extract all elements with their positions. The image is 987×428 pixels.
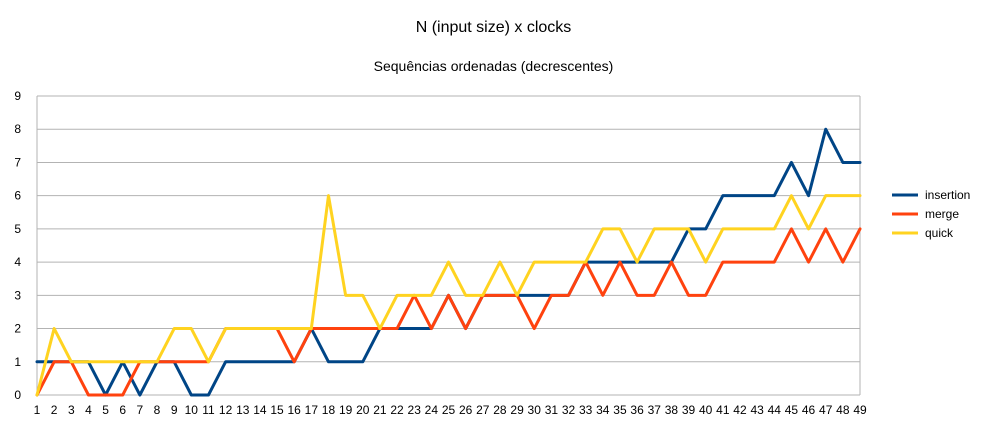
x-tick-label: 15 — [270, 403, 284, 417]
plot-frame — [36, 96, 861, 395]
series-line-merge — [35, 227, 862, 397]
x-tick-label: 38 — [665, 403, 679, 417]
x-tick-label: 25 — [442, 403, 456, 417]
x-tick-label: 36 — [630, 403, 644, 417]
x-tick-label: 7 — [137, 403, 144, 417]
x-tick-label: 33 — [579, 403, 593, 417]
x-tick-label: 24 — [425, 403, 439, 417]
x-tick-label: 34 — [596, 403, 610, 417]
legend: insertion merge quick — [892, 188, 970, 240]
x-tick-label: 46 — [802, 403, 816, 417]
legend-label-quick: quick — [925, 226, 954, 240]
x-tick-label: 49 — [853, 403, 867, 417]
x-tick-label: 48 — [836, 403, 850, 417]
grid-lines — [37, 95, 860, 396]
y-tick-label: 1 — [14, 355, 21, 369]
chart-subtitle: Sequências ordenadas (decrescentes) — [373, 58, 614, 74]
x-tick-label: 22 — [390, 403, 404, 417]
x-tick-label: 10 — [185, 403, 199, 417]
x-tick-label: 39 — [682, 403, 696, 417]
x-tick-label: 30 — [528, 403, 542, 417]
y-tick-label: 8 — [14, 122, 21, 136]
x-tick-label: 42 — [733, 403, 747, 417]
x-tick-label: 4 — [85, 403, 92, 417]
x-tick-label: 29 — [510, 403, 524, 417]
y-tick-label: 3 — [14, 288, 21, 302]
x-tick-label: 12 — [219, 403, 233, 417]
x-tick-label: 27 — [476, 403, 490, 417]
y-tick-label: 0 — [14, 388, 21, 402]
legend-label-insertion: insertion — [925, 188, 970, 202]
x-tick-label: 35 — [613, 403, 627, 417]
legend-label-merge: merge — [925, 207, 959, 221]
x-tick-label: 14 — [253, 403, 267, 417]
x-tick-label: 16 — [288, 403, 302, 417]
x-tick-label: 32 — [562, 403, 576, 417]
x-tick-label: 18 — [322, 403, 336, 417]
x-tick-label: 26 — [459, 403, 473, 417]
x-tick-label: 5 — [102, 403, 109, 417]
x-tick-label: 3 — [68, 403, 75, 417]
y-tick-label: 6 — [14, 189, 21, 203]
x-tick-label: 2 — [51, 403, 58, 417]
x-tick-label: 41 — [716, 403, 730, 417]
x-tick-label: 11 — [202, 403, 215, 417]
y-tick-label: 7 — [14, 155, 21, 169]
x-tick-label: 6 — [119, 403, 126, 417]
x-tick-label: 20 — [356, 403, 370, 417]
chart-title: N (input size) x clocks — [415, 19, 572, 36]
x-tick-label: 21 — [373, 403, 387, 417]
y-tick-label: 4 — [14, 255, 21, 269]
x-tick-label: 1 — [34, 403, 41, 417]
x-tick-label: 37 — [648, 403, 662, 417]
x-tick-label: 44 — [768, 403, 782, 417]
x-tick-label: 31 — [545, 403, 559, 417]
series-lines — [35, 127, 862, 397]
x-tick-label: 19 — [339, 403, 353, 417]
y-tick-label: 9 — [14, 89, 21, 103]
x-tick-label: 40 — [699, 403, 713, 417]
x-tick-label: 8 — [154, 403, 161, 417]
x-tick-label: 47 — [819, 403, 833, 417]
x-tick-label: 43 — [750, 403, 764, 417]
y-tick-label: 5 — [14, 222, 21, 236]
x-tick-label: 23 — [408, 403, 422, 417]
x-axis-ticks: 1 2 3 4 5 6 7 8 9 10 11 12 13 14 15 16 17 18 19 20 21 22 23 24 2… — [34, 403, 867, 417]
x-tick-label: 28 — [493, 403, 507, 417]
x-tick-label: 45 — [785, 403, 799, 417]
y-axis-ticks: 0 1 2 3 4 5 6 7 8 9 — [14, 89, 21, 402]
x-tick-label: 13 — [236, 403, 250, 417]
series-line-quick — [35, 194, 862, 397]
y-tick-label: 2 — [14, 322, 21, 336]
x-tick-label: 9 — [171, 403, 178, 417]
x-tick-label: 17 — [305, 403, 319, 417]
